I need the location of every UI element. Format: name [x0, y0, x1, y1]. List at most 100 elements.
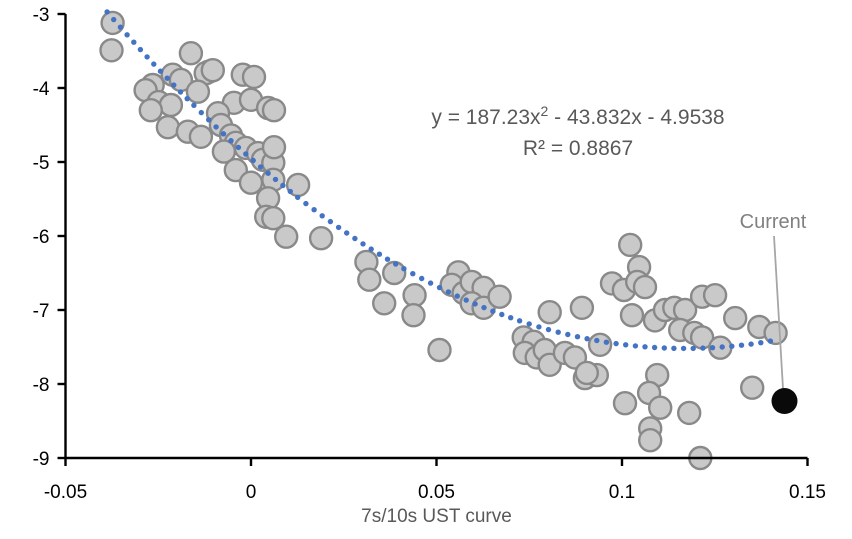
scatter-point [155, 114, 181, 140]
scatter-point [185, 79, 211, 104]
trendline-dot [295, 194, 301, 200]
trendline-dot [137, 46, 144, 53]
trendline-dot [738, 342, 745, 348]
trendline-dot [481, 304, 487, 311]
scatter-point [274, 224, 299, 249]
trendline-dot [719, 344, 725, 350]
y-tick-label: -7 [33, 301, 50, 322]
x-tick-label: 0.1 [609, 482, 635, 503]
scatter-point [427, 337, 452, 363]
trendline-dot [265, 170, 271, 176]
trendline-dot [758, 340, 764, 346]
trendline-dot [311, 207, 317, 213]
scatter-point [638, 428, 663, 453]
trendline-dot [280, 182, 286, 189]
trendline-dot [198, 109, 204, 116]
trendline-dot [680, 345, 687, 352]
scatter-point [587, 332, 613, 357]
y-tick-label: -8 [33, 375, 50, 396]
trendline-dot [632, 343, 639, 349]
trendline-dot [184, 96, 190, 102]
trendline-dot [131, 39, 137, 45]
scatter-point [308, 225, 334, 251]
scatter-point [619, 303, 645, 328]
r-squared-text: R² = 0.8867 [523, 137, 633, 160]
trendline-dot [171, 82, 177, 88]
trendline-dot [472, 301, 478, 307]
trendline-dot [410, 271, 416, 277]
trendline-dot [499, 311, 505, 318]
scatter-point [158, 92, 184, 118]
trendline-dot [584, 336, 590, 342]
trendline-dot [157, 68, 164, 74]
trendline-dot [436, 284, 443, 291]
trendline-dot [709, 345, 716, 351]
trendline-dot [144, 54, 150, 60]
scatter-point [632, 274, 658, 300]
trendline-dot [526, 321, 532, 327]
y-tick-label: -6 [33, 227, 50, 248]
trendline-dot [327, 218, 334, 225]
scatter-point [261, 97, 287, 123]
scatter-point [402, 283, 427, 308]
trendline-dot [508, 315, 514, 321]
trendline-dot [220, 131, 227, 137]
scatter-point [138, 97, 164, 123]
trendline-dot [151, 61, 157, 67]
scatter-point [99, 38, 124, 63]
x-tick-label: 0 [246, 482, 257, 503]
trendline-dot [360, 241, 366, 247]
trendline-dot [344, 230, 350, 236]
scatter-point [372, 291, 397, 316]
trendline-dot [748, 341, 754, 347]
trendline-dot [574, 334, 581, 340]
trendline-dot [454, 293, 460, 299]
x-axis-title: 7s/10s UST curve [361, 506, 512, 527]
scatter-point [763, 320, 788, 346]
trendline-dot [124, 32, 130, 38]
trendline-dot [376, 251, 383, 257]
scatter-point [537, 300, 562, 325]
trendline-dot [445, 289, 452, 295]
scatter-point [401, 303, 426, 328]
trendline-dot [490, 308, 496, 314]
scatter-point [241, 64, 267, 90]
y-tick-label: -4 [33, 79, 50, 100]
y-tick-label: -3 [33, 5, 50, 26]
current-label: Current [740, 211, 807, 233]
trendline-dot [384, 256, 391, 262]
trendline-dot [767, 338, 774, 344]
trendline-dot [427, 280, 434, 286]
trendline-dot [623, 342, 629, 348]
y-tick-label: -9 [33, 449, 50, 470]
scatter-point [612, 391, 638, 416]
scatter-point [261, 134, 287, 160]
scatter-point [569, 295, 595, 320]
trendline-dot [111, 16, 117, 23]
trendline-dot [243, 151, 249, 157]
trendline-dot [319, 213, 325, 219]
x-tick-label: 0.05 [418, 482, 455, 503]
scatter-point [487, 284, 512, 309]
trendline-dot [228, 138, 234, 144]
trendline-dot [671, 345, 677, 351]
trendline-dot [257, 164, 264, 170]
trendline-dot [463, 297, 469, 303]
trendline-dot [191, 102, 197, 109]
scatter-point [648, 395, 673, 420]
trendline-dot [700, 345, 706, 351]
trendline-dot [661, 345, 667, 351]
x-tick-label: -0.05 [44, 482, 87, 503]
trendline-dot [594, 337, 600, 344]
trendline-dot [419, 275, 425, 282]
scatter-point [188, 124, 214, 150]
trendline-dot [250, 157, 256, 164]
trendline-dot [368, 246, 374, 252]
trendline-dot [177, 89, 184, 95]
x-tick-label: 0.15 [789, 482, 826, 503]
trendline-dot [352, 235, 358, 242]
trendline-dot [651, 344, 658, 351]
trendline-dot [565, 331, 571, 338]
scatter-point [740, 375, 765, 400]
